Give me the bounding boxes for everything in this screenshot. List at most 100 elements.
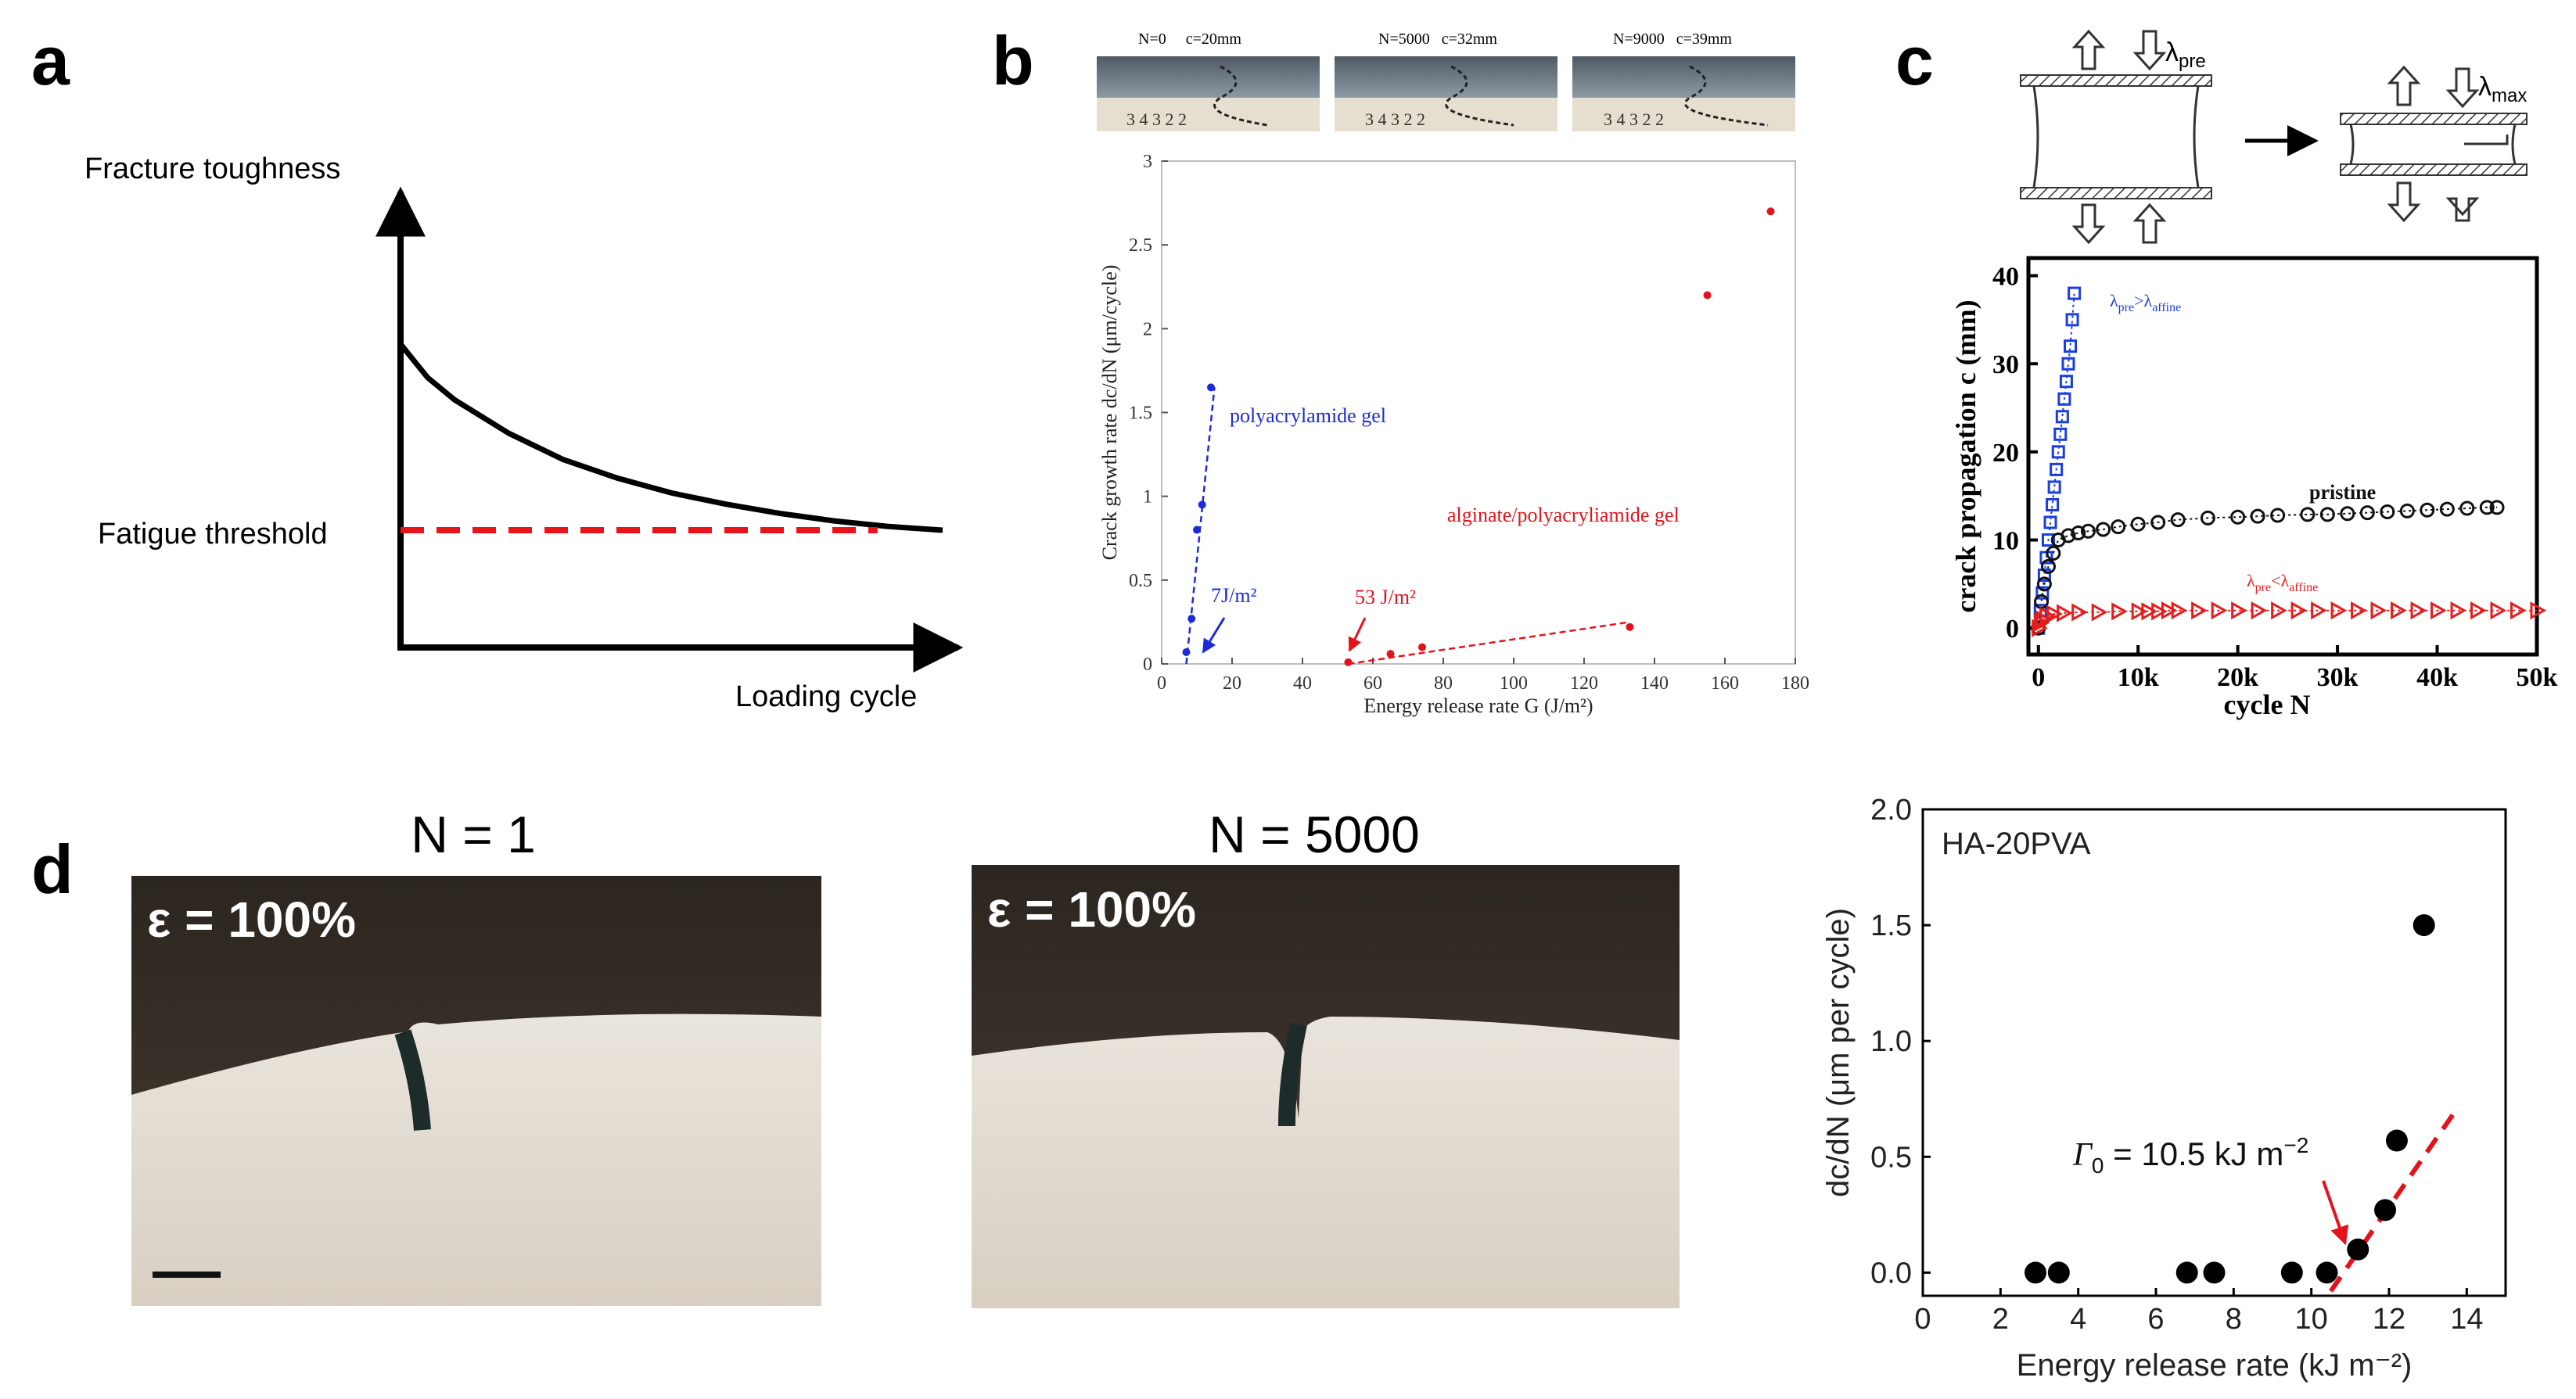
data-point [1207,383,1215,392]
x-tick-label: 40 [1293,673,1312,694]
svg-text:3 4 3 2 2: 3 4 3 2 2 [1604,109,1664,129]
data-point [2251,601,2268,620]
x-tick-label: 120 [1570,673,1598,694]
panel-c-legend-black: pristine [2309,481,2376,504]
panel-b-plot: 0 20 40 60 80 100 120 140 160 180 0 0.5 1 1.5 2 2.5 3 Ene… [1098,152,1809,717]
panel-a-threshold-label: Fatigue threshold [98,518,328,551]
y-tick-label: 0.5 [1870,1141,1912,1174]
x-tick-label: 20k [2217,663,2258,692]
arrow-up-icon [2132,203,2167,244]
data-point [2359,505,2375,521]
data-point [2413,914,2435,937]
data-point [2330,601,2348,620]
data-point [2040,558,2056,574]
panel-a-y-axis-label: Fracture toughness [84,152,340,185]
data-point [1187,615,1196,623]
series-line [2037,293,2075,629]
data-point [2385,1129,2408,1152]
x-axis-label: Energy release rate G (J/m²) [1363,694,1593,717]
data-point [2439,501,2455,517]
data-point [2060,528,2076,543]
x-tick-label: 10 [2295,1303,2328,1336]
series-line [2037,506,2497,629]
panel-b-photo-3: 3 4 3 2 2 [1572,56,1795,131]
data-point [2459,500,2475,516]
data-point [1182,647,1191,656]
data-point [2096,522,2111,537]
y-tick-label: 0.0 [1870,1257,1912,1290]
panel-c-schematic-stretched: λmax [2340,65,2527,223]
data-point [2430,601,2447,620]
data-point [2046,497,2060,511]
data-point [2131,602,2148,621]
y-tick-label: 2.0 [1870,794,1912,827]
data-point [2050,462,2064,476]
panel-b-annotation-threshold-red: 53 J/m² [1355,586,1416,608]
panel-d-photo-title-1: N = 1 [411,805,536,863]
panel-b-arrow-red [1348,617,1367,652]
data-point [2391,601,2407,620]
y-tick-label: 20 [1992,439,2019,468]
arrow-up-icon [2071,29,2106,70]
y-tick-label: 1 [1143,487,1152,508]
panel-letter-c: c [1895,22,1934,99]
data-point [2374,1199,2397,1221]
data-point [2170,512,2186,528]
data-point [2064,339,2078,353]
data-point [1344,658,1353,666]
arrow-down-icon [2387,181,2421,223]
data-point [2046,604,2063,623]
data-point [2311,601,2327,620]
data-point [2150,515,2166,530]
data-point [2047,1261,2070,1284]
panel-d-plot-frame [1921,808,2507,1297]
y-tick-label: 0 [2006,615,2019,644]
data-point [2071,603,2088,622]
data-point [2250,508,2265,524]
x-tick-label: 140 [1640,673,1669,694]
arrow-down-icon [2132,30,2167,71]
panel-c-legend-red: λpre<λaffine [2247,571,2318,594]
y-axis-label: crack propagation c (mm) [1950,300,1981,612]
x-tick-label: 6 [2147,1303,2164,1336]
x-tick-label: 80 [1434,673,1453,694]
x-axis-label: cycle N [2224,689,2311,720]
x-tick-label: 160 [1711,673,1739,694]
data-point [2271,601,2287,620]
data-point [2091,603,2108,622]
y-tick-label: 3 [1143,152,1152,172]
y-tick-label: 1.5 [1129,404,1152,424]
data-point [2479,500,2495,515]
data-point [2290,601,2308,620]
data-point [2340,506,2355,522]
panel-c: c λpre λmax 0 10k 20k 30k 40k 50k 0 10 20 30 40 cyc… [1895,22,2558,720]
x-tick-label: 12 [2373,1303,2405,1336]
data-point [1198,500,1206,509]
data-point [2171,601,2188,620]
data-point [2490,601,2507,620]
data-point [2043,515,2057,529]
panel-b-annotation-alginate: alginate/polyacryliamide gel [1447,504,1680,526]
y-tick-label: 40 [1992,263,2019,292]
data-point [1766,207,1775,216]
panel-b-photo-caption-2: N=5000 c=32mm [1378,30,1497,48]
data-point [2300,507,2316,522]
panel-b-photo-2: 3 4 3 2 2 [1335,56,1557,131]
data-point [1386,650,1395,658]
arrow-down-icon [2445,67,2480,109]
data-point [2111,602,2128,621]
data-point [2161,601,2178,620]
fit-line [1348,621,1630,665]
panel-a: a Fracture toughness Loading cycle Fatig… [31,22,964,713]
data-point [2047,480,2061,494]
arrow-up-icon [2387,65,2421,106]
y-axis-label: Crack growth rate dc/dN (μm/cycle) [1098,265,1121,561]
data-point [1193,526,1201,534]
arrow-down-icon [2071,203,2106,245]
data-point [1626,622,1634,631]
data-point [2071,526,2086,541]
panel-d-strain-label-2: ε = 100% [987,881,1196,938]
y-tick-label: 1.5 [1870,909,1912,942]
panel-d-photo-title-2: N = 5000 [1209,805,1420,863]
